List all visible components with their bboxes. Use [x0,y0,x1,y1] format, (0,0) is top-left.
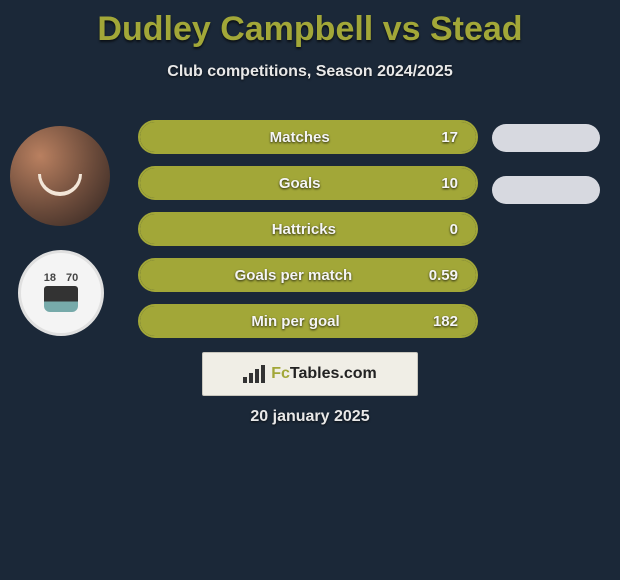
page-subtitle: Club competitions, Season 2024/2025 [0,63,620,81]
stat-value: 182 [433,313,458,330]
comparison-oval [492,124,600,152]
bars-icon [243,365,265,383]
right-ovals [492,124,600,228]
stat-label: Goals per match [158,267,429,284]
stat-bar: Goals per match0.59 [138,258,478,292]
crest-number-right: 70 [66,272,78,284]
brand-text: FcTables.com [271,365,377,383]
brand-card[interactable]: FcTables.com [202,352,418,396]
stat-label: Min per goal [158,313,433,330]
stat-value: 0 [450,221,458,238]
brand-prefix: Fc [271,365,290,382]
stat-value: 0.59 [429,267,458,284]
stat-bar: Matches17 [138,120,478,154]
stat-label: Goals [158,175,441,192]
player2-crest: 18 70 [18,250,104,336]
face-placeholder-icon [38,174,82,196]
brand-rest: Tables.com [290,365,377,382]
stats-bars: Matches17 Goals10 Hattricks0 Goals per matc… [138,120,478,350]
crest-shield-icon [44,286,78,312]
crest-content: 18 70 [44,272,79,314]
stat-bar: Goals10 [138,166,478,200]
stat-label: Hattricks [158,221,450,238]
stat-label: Matches [158,129,441,146]
stat-value: 17 [441,129,458,146]
crest-number-left: 18 [44,272,56,284]
player1-avatar [10,126,110,226]
avatars-column: 18 70 [10,126,120,360]
stat-value: 10 [441,175,458,192]
date-text: 20 january 2025 [0,408,620,426]
stat-bar: Hattricks0 [138,212,478,246]
stat-bar: Min per goal182 [138,304,478,338]
page-title: Dudley Campbell vs Stead [0,0,620,49]
comparison-oval [492,176,600,204]
